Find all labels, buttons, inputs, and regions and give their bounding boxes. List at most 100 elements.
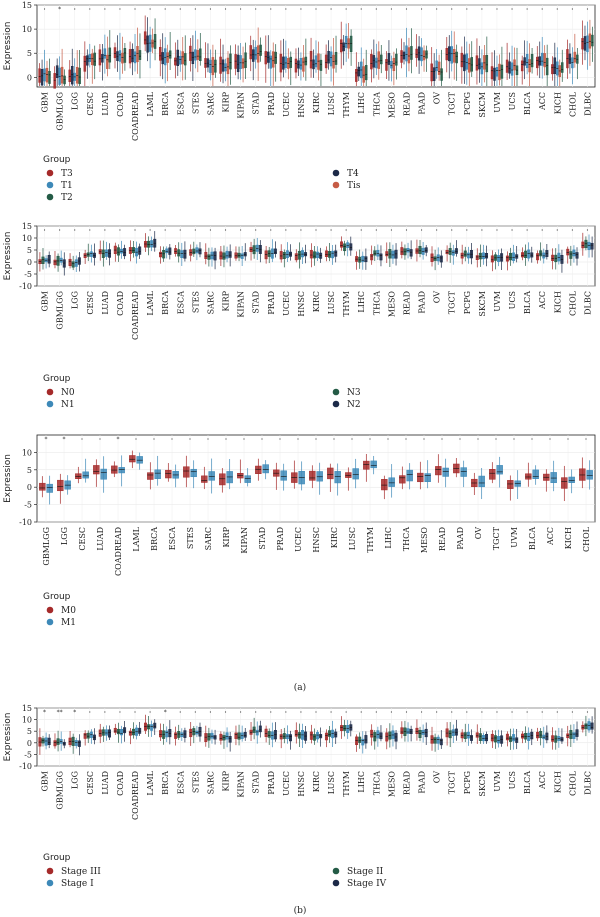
box-prad-0 (264, 245, 268, 264)
box-ucec-0 (279, 40, 283, 82)
significance-dot (481, 229, 483, 231)
box-body (165, 730, 169, 738)
box-read-0 (400, 38, 403, 69)
box-tgct-3 (454, 240, 458, 257)
box-stes-1 (192, 726, 196, 744)
box-body (324, 250, 328, 257)
x-tick-label: LUSC (348, 527, 357, 550)
box-body (381, 479, 388, 491)
box-acc-2 (542, 726, 546, 748)
x-tick-label: COAD (116, 92, 125, 117)
box-body (417, 46, 421, 61)
box-body (513, 59, 516, 71)
box-lgg-0 (68, 730, 72, 748)
box-uvm-2 (497, 249, 501, 267)
box-dlbc-2 (587, 234, 591, 258)
box-ucec-0 (279, 729, 283, 749)
box-body (572, 732, 576, 739)
x-tick-label: CESC (78, 527, 87, 551)
significance-dot (43, 8, 46, 10)
box-thca-3 (379, 725, 383, 742)
significance-dot (255, 711, 257, 713)
box-esca-2 (180, 728, 184, 741)
box-body (294, 253, 298, 261)
box-kipan-2 (240, 246, 244, 267)
box-read-2 (405, 27, 408, 78)
box-body (591, 34, 594, 47)
significance-dot (209, 711, 212, 713)
box-sarc-3 (211, 44, 215, 87)
box-body (437, 61, 441, 75)
box-thca-1 (373, 246, 377, 262)
x-tick-label: LAML (132, 526, 141, 551)
significance-dot (571, 711, 573, 713)
box-body (89, 251, 93, 257)
box-stes-4 (199, 33, 202, 66)
significance-dot (333, 438, 335, 440)
box-body (118, 467, 125, 474)
box-body (329, 51, 333, 67)
box-body (509, 736, 512, 742)
box-pcpg-1 (463, 36, 466, 84)
box-hnsc-4 (304, 38, 308, 81)
box-esca-3 (183, 727, 187, 743)
box-body (254, 46, 257, 60)
box-lihc-0 (381, 475, 388, 500)
box-ov-0 (471, 472, 478, 496)
box-uvm-3 (498, 54, 501, 86)
box-pcpg-3 (469, 243, 473, 265)
x-tick-label: PCPG (463, 291, 472, 314)
box-dlbc-0 (581, 20, 584, 65)
box-body (131, 728, 135, 736)
box-body (289, 56, 293, 68)
box-prad-2 (269, 50, 272, 87)
box-body (417, 472, 424, 483)
box-body (575, 729, 579, 737)
box-meso-3 (394, 243, 398, 266)
box-meso-2 (390, 55, 393, 82)
box-coadread-4 (138, 33, 142, 79)
box-body (415, 48, 418, 58)
box-luad-3 (108, 725, 111, 741)
box-read-0 (400, 241, 404, 259)
box-body (120, 248, 123, 254)
box-body (510, 62, 514, 76)
box-body (244, 52, 247, 68)
legend: Group M0 M1 (43, 592, 76, 628)
box-ucs-4 (515, 47, 519, 87)
box-body (237, 732, 241, 740)
significance-dot (496, 229, 498, 231)
significance-dot (99, 438, 101, 440)
box-body (159, 730, 163, 738)
box-thym-2 (346, 240, 350, 257)
box-uvm-0 (490, 250, 494, 272)
x-tick-label: THYM (342, 92, 351, 118)
box-thym-0 (340, 716, 344, 739)
x-tick-label: PRAD (267, 291, 276, 315)
box-kipan-4 (244, 42, 247, 80)
box-body (68, 69, 71, 82)
box-blca-0 (521, 731, 524, 744)
box-kipan-3 (243, 728, 247, 741)
significance-dot (119, 711, 121, 713)
legend-entry: Stage I (61, 879, 94, 889)
box-body (183, 466, 190, 478)
legend-entry: N1 (61, 400, 75, 410)
significance-dot (59, 229, 61, 231)
box-body (309, 470, 316, 481)
box-body (162, 250, 166, 259)
box-laml-2 (150, 236, 154, 252)
box-coad-3 (123, 244, 127, 260)
x-tick-label: LUSC (327, 92, 336, 115)
x-tick-label: STAD (258, 527, 267, 550)
box-body (424, 473, 431, 482)
box-body (495, 67, 499, 77)
y-tick-label: -10 (19, 762, 32, 771)
x-tick-label: KIRC (330, 527, 339, 548)
box-body (222, 735, 226, 741)
x-tick-label: KICH (564, 527, 573, 549)
box-body (297, 732, 301, 739)
box-body (468, 58, 471, 73)
box-sarc-0 (204, 243, 208, 265)
x-tick-label: SARC (206, 92, 215, 115)
